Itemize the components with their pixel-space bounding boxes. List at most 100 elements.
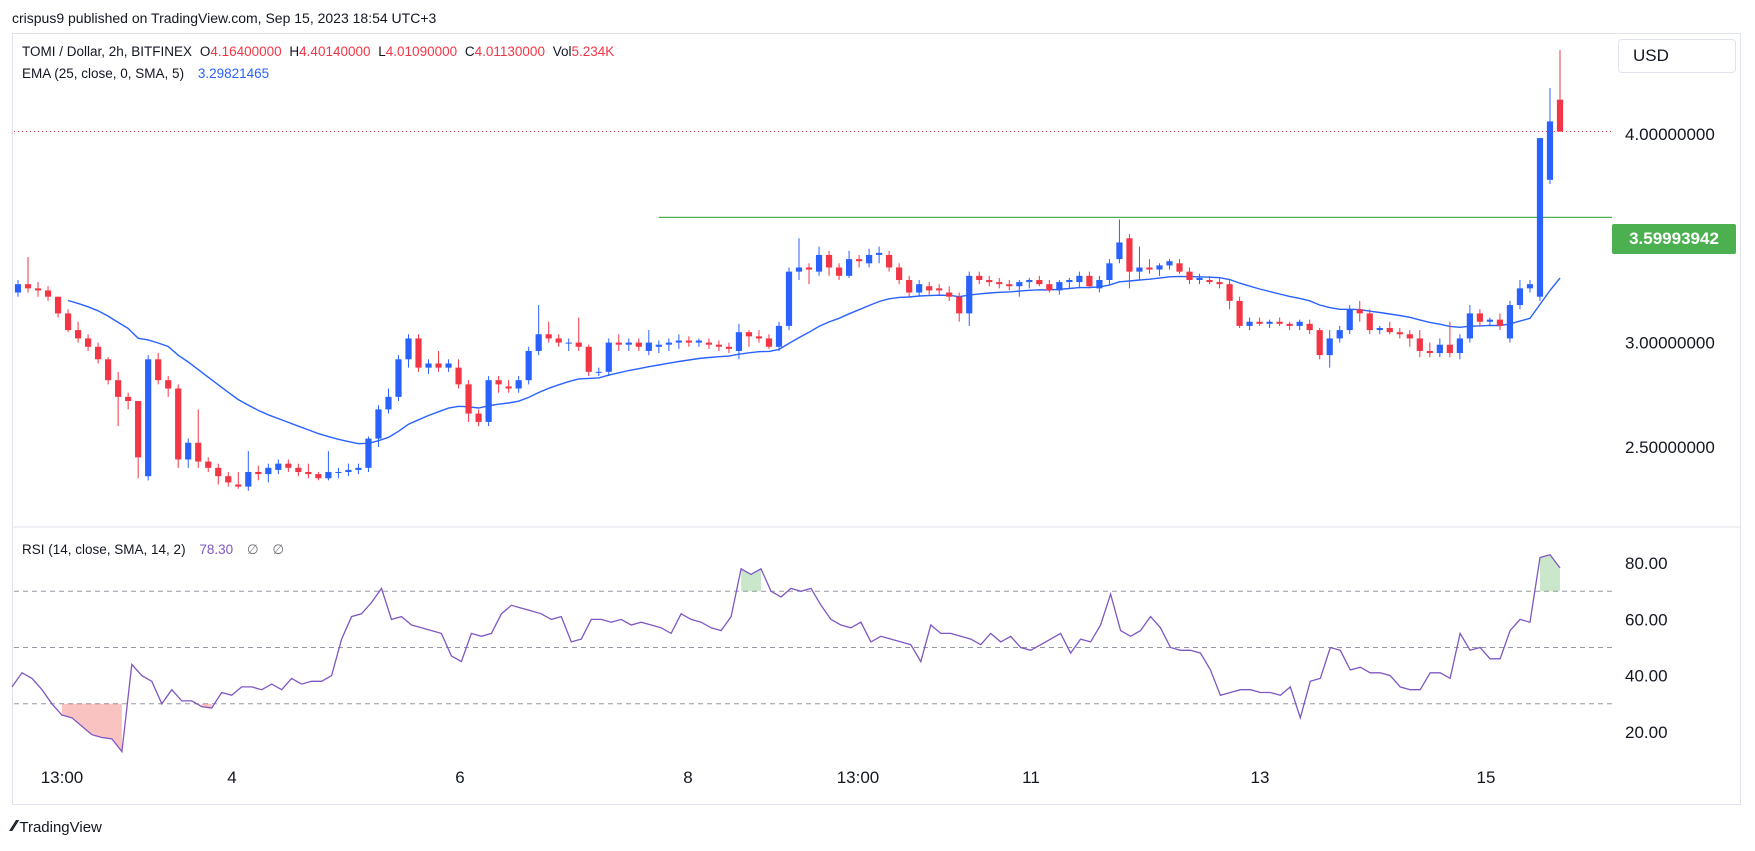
candle-body	[1506, 305, 1514, 339]
rsi-overbought-fill	[741, 568, 761, 592]
candle-body	[876, 252, 883, 255]
candle-body	[495, 380, 502, 385]
footer-brand[interactable]: ⁄⁄ TradingView	[12, 818, 102, 836]
candle-body	[215, 467, 222, 477]
candle-body	[74, 330, 82, 339]
candle-body	[34, 288, 42, 291]
candle-body	[605, 342, 612, 372]
candle-body	[355, 467, 362, 470]
candle-body	[1056, 282, 1063, 291]
candle-body	[1256, 321, 1263, 324]
candle-body	[725, 346, 733, 349]
rsi-axis-tick: 40.00	[1625, 667, 1668, 686]
candle-body	[475, 413, 482, 422]
candle-body	[1276, 321, 1283, 324]
rsi-pane	[11, 553, 1612, 754]
candle-body	[1456, 338, 1463, 354]
candle-body	[1356, 309, 1363, 314]
candle-body	[1556, 99, 1564, 132]
candle-body	[245, 472, 252, 487]
symbol-label[interactable]: TOMI / Dollar, 2h, BITFINEX	[22, 44, 193, 59]
price-axis-tick: 2.50000000	[1625, 438, 1715, 457]
price-axis-tick: 3.00000000	[1625, 334, 1715, 353]
candle-body	[1306, 323, 1313, 331]
candle-body	[715, 344, 723, 347]
candle-body	[14, 284, 22, 293]
candle-body	[1536, 138, 1544, 297]
rsi-value: 78.30	[199, 542, 234, 557]
candle-body	[635, 342, 642, 347]
candle-body	[775, 325, 783, 347]
time-axis-tick: 8	[683, 768, 692, 787]
candle-body	[1406, 334, 1413, 339]
candle-body	[375, 409, 382, 439]
rsi-axis-tick: 20.00	[1625, 723, 1668, 742]
candle-body	[1426, 350, 1433, 354]
candle-body	[1086, 275, 1093, 287]
time-axis-tick: 13	[1251, 768, 1270, 787]
candle-body	[1206, 280, 1213, 283]
candle-body	[805, 267, 813, 270]
candle-body	[515, 380, 522, 389]
close-label: C	[464, 44, 475, 59]
candle-body	[1006, 284, 1013, 287]
currency-button[interactable]: USD	[1618, 39, 1736, 73]
candle-body	[886, 254, 893, 268]
candle-body	[285, 463, 292, 468]
candle-body	[175, 388, 182, 460]
candle-body	[1546, 121, 1554, 180]
candle-body	[575, 342, 582, 347]
candle-body	[465, 384, 472, 414]
candle-body	[1336, 330, 1343, 339]
candle-body	[315, 474, 322, 479]
candle-body	[936, 288, 943, 291]
price-legend: TOMI / Dollar, 2h, BITFINEX O4.16400000 …	[22, 44, 618, 59]
candle-body	[655, 344, 662, 347]
time-axis-tick: 13:00	[41, 768, 84, 787]
rsi-label[interactable]: RSI (14, close, SMA, 14, 2)	[22, 542, 186, 557]
candle-body	[1046, 284, 1053, 291]
candle-body	[1346, 309, 1353, 331]
ema-value: 3.29821465	[197, 66, 270, 81]
candle-body	[225, 476, 232, 483]
candle-body	[615, 342, 622, 345]
candle-body	[1436, 344, 1443, 354]
candle-body	[755, 336, 763, 339]
candle-body	[24, 284, 32, 289]
candle-body	[695, 340, 702, 343]
ema-label[interactable]: EMA (25, close, 0, SMA, 5)	[22, 66, 185, 81]
resistance-price-badge: 3.59993942	[1612, 224, 1736, 254]
candle-body	[425, 363, 432, 368]
candle-body	[1476, 313, 1484, 322]
candle-body	[54, 296, 62, 314]
candle-body	[1496, 319, 1504, 326]
candle-body	[205, 461, 212, 468]
candle-body	[966, 275, 973, 314]
time-axis-tick: 11	[1022, 768, 1040, 787]
candle-body	[295, 467, 302, 472]
rsi-overbought-fill	[1540, 554, 1560, 592]
rsi-extra-2: ∅	[272, 542, 285, 557]
candle-body	[1156, 265, 1163, 270]
candle-body	[505, 386, 512, 389]
candle-body	[1146, 267, 1153, 270]
low-label: L	[378, 44, 386, 59]
candle-body	[385, 396, 392, 410]
candle-body	[585, 346, 592, 372]
candle-body	[735, 332, 743, 351]
chart-frame	[12, 33, 1741, 805]
candle-body	[435, 363, 442, 368]
candle-body	[555, 338, 562, 343]
price-axis-tick: 4.00000000	[1625, 125, 1715, 144]
candle-body	[44, 290, 52, 297]
candle-body	[145, 359, 152, 477]
candle-body	[645, 342, 652, 351]
candle-body	[255, 472, 262, 475]
candle-body	[1486, 319, 1494, 322]
high-label: H	[289, 44, 300, 59]
candle-body	[1186, 271, 1193, 280]
candle-body	[685, 340, 692, 343]
candle-body	[996, 282, 1003, 285]
candle-body	[1176, 263, 1183, 272]
